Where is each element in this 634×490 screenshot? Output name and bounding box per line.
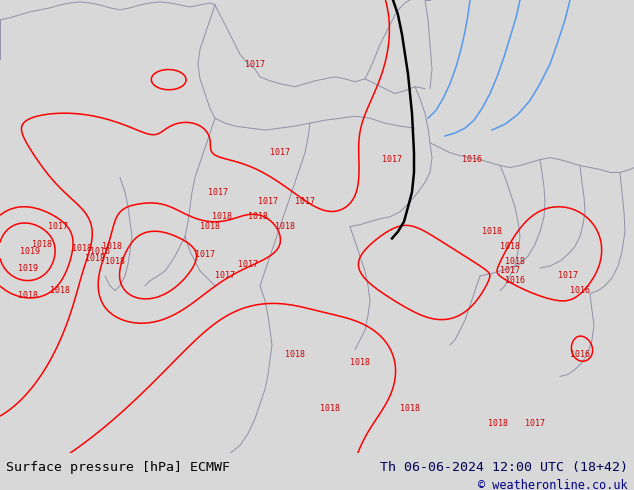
Text: 1018: 1018 — [500, 242, 520, 251]
Text: 1018: 1018 — [72, 244, 92, 253]
Text: 1016: 1016 — [505, 276, 525, 285]
Text: 1018: 1018 — [200, 222, 220, 231]
Text: 1017: 1017 — [208, 188, 228, 196]
Text: 1019: 1019 — [20, 247, 40, 256]
Text: 1018: 1018 — [18, 291, 38, 300]
Text: 1017: 1017 — [48, 222, 68, 231]
Text: 1018: 1018 — [320, 404, 340, 414]
Text: 1018: 1018 — [488, 419, 508, 428]
Text: 1016: 1016 — [570, 286, 590, 295]
Polygon shape — [0, 286, 160, 453]
Text: 1017: 1017 — [382, 155, 402, 164]
Text: 1017: 1017 — [500, 267, 520, 275]
Text: 1018: 1018 — [285, 350, 305, 359]
Text: Surface pressure [hPa] ECMWF: Surface pressure [hPa] ECMWF — [6, 461, 230, 474]
Text: 1016: 1016 — [462, 155, 482, 164]
Text: 1016: 1016 — [570, 350, 590, 359]
Text: 1018: 1018 — [350, 358, 370, 367]
Text: 1018: 1018 — [102, 242, 122, 251]
Text: 1018: 1018 — [212, 212, 232, 221]
Text: 1017: 1017 — [258, 197, 278, 206]
Text: © weatheronline.co.uk: © weatheronline.co.uk — [478, 479, 628, 490]
Text: 1018: 1018 — [482, 227, 502, 236]
Text: 1017: 1017 — [215, 271, 235, 280]
Text: 1018: 1018 — [50, 286, 70, 295]
Text: 1017: 1017 — [525, 419, 545, 428]
Text: 1017: 1017 — [270, 148, 290, 157]
Text: 1017: 1017 — [238, 260, 258, 269]
Text: 1019: 1019 — [18, 264, 38, 272]
Text: 1016: 1016 — [90, 247, 110, 256]
Text: Th 06-06-2024 12:00 UTC (18+42): Th 06-06-2024 12:00 UTC (18+42) — [380, 461, 628, 474]
Text: 1018: 1018 — [275, 222, 295, 231]
Text: 1018: 1018 — [505, 257, 525, 266]
Text: 1018: 1018 — [85, 254, 105, 263]
Text: 1018: 1018 — [32, 240, 52, 249]
Text: 1018: 1018 — [105, 257, 125, 266]
Text: 1017: 1017 — [558, 271, 578, 280]
Text: 1017: 1017 — [295, 197, 315, 206]
Text: 1018: 1018 — [400, 404, 420, 414]
Text: 1017: 1017 — [245, 60, 265, 69]
Text: 1018: 1018 — [248, 212, 268, 221]
Text: 1017: 1017 — [195, 250, 215, 259]
